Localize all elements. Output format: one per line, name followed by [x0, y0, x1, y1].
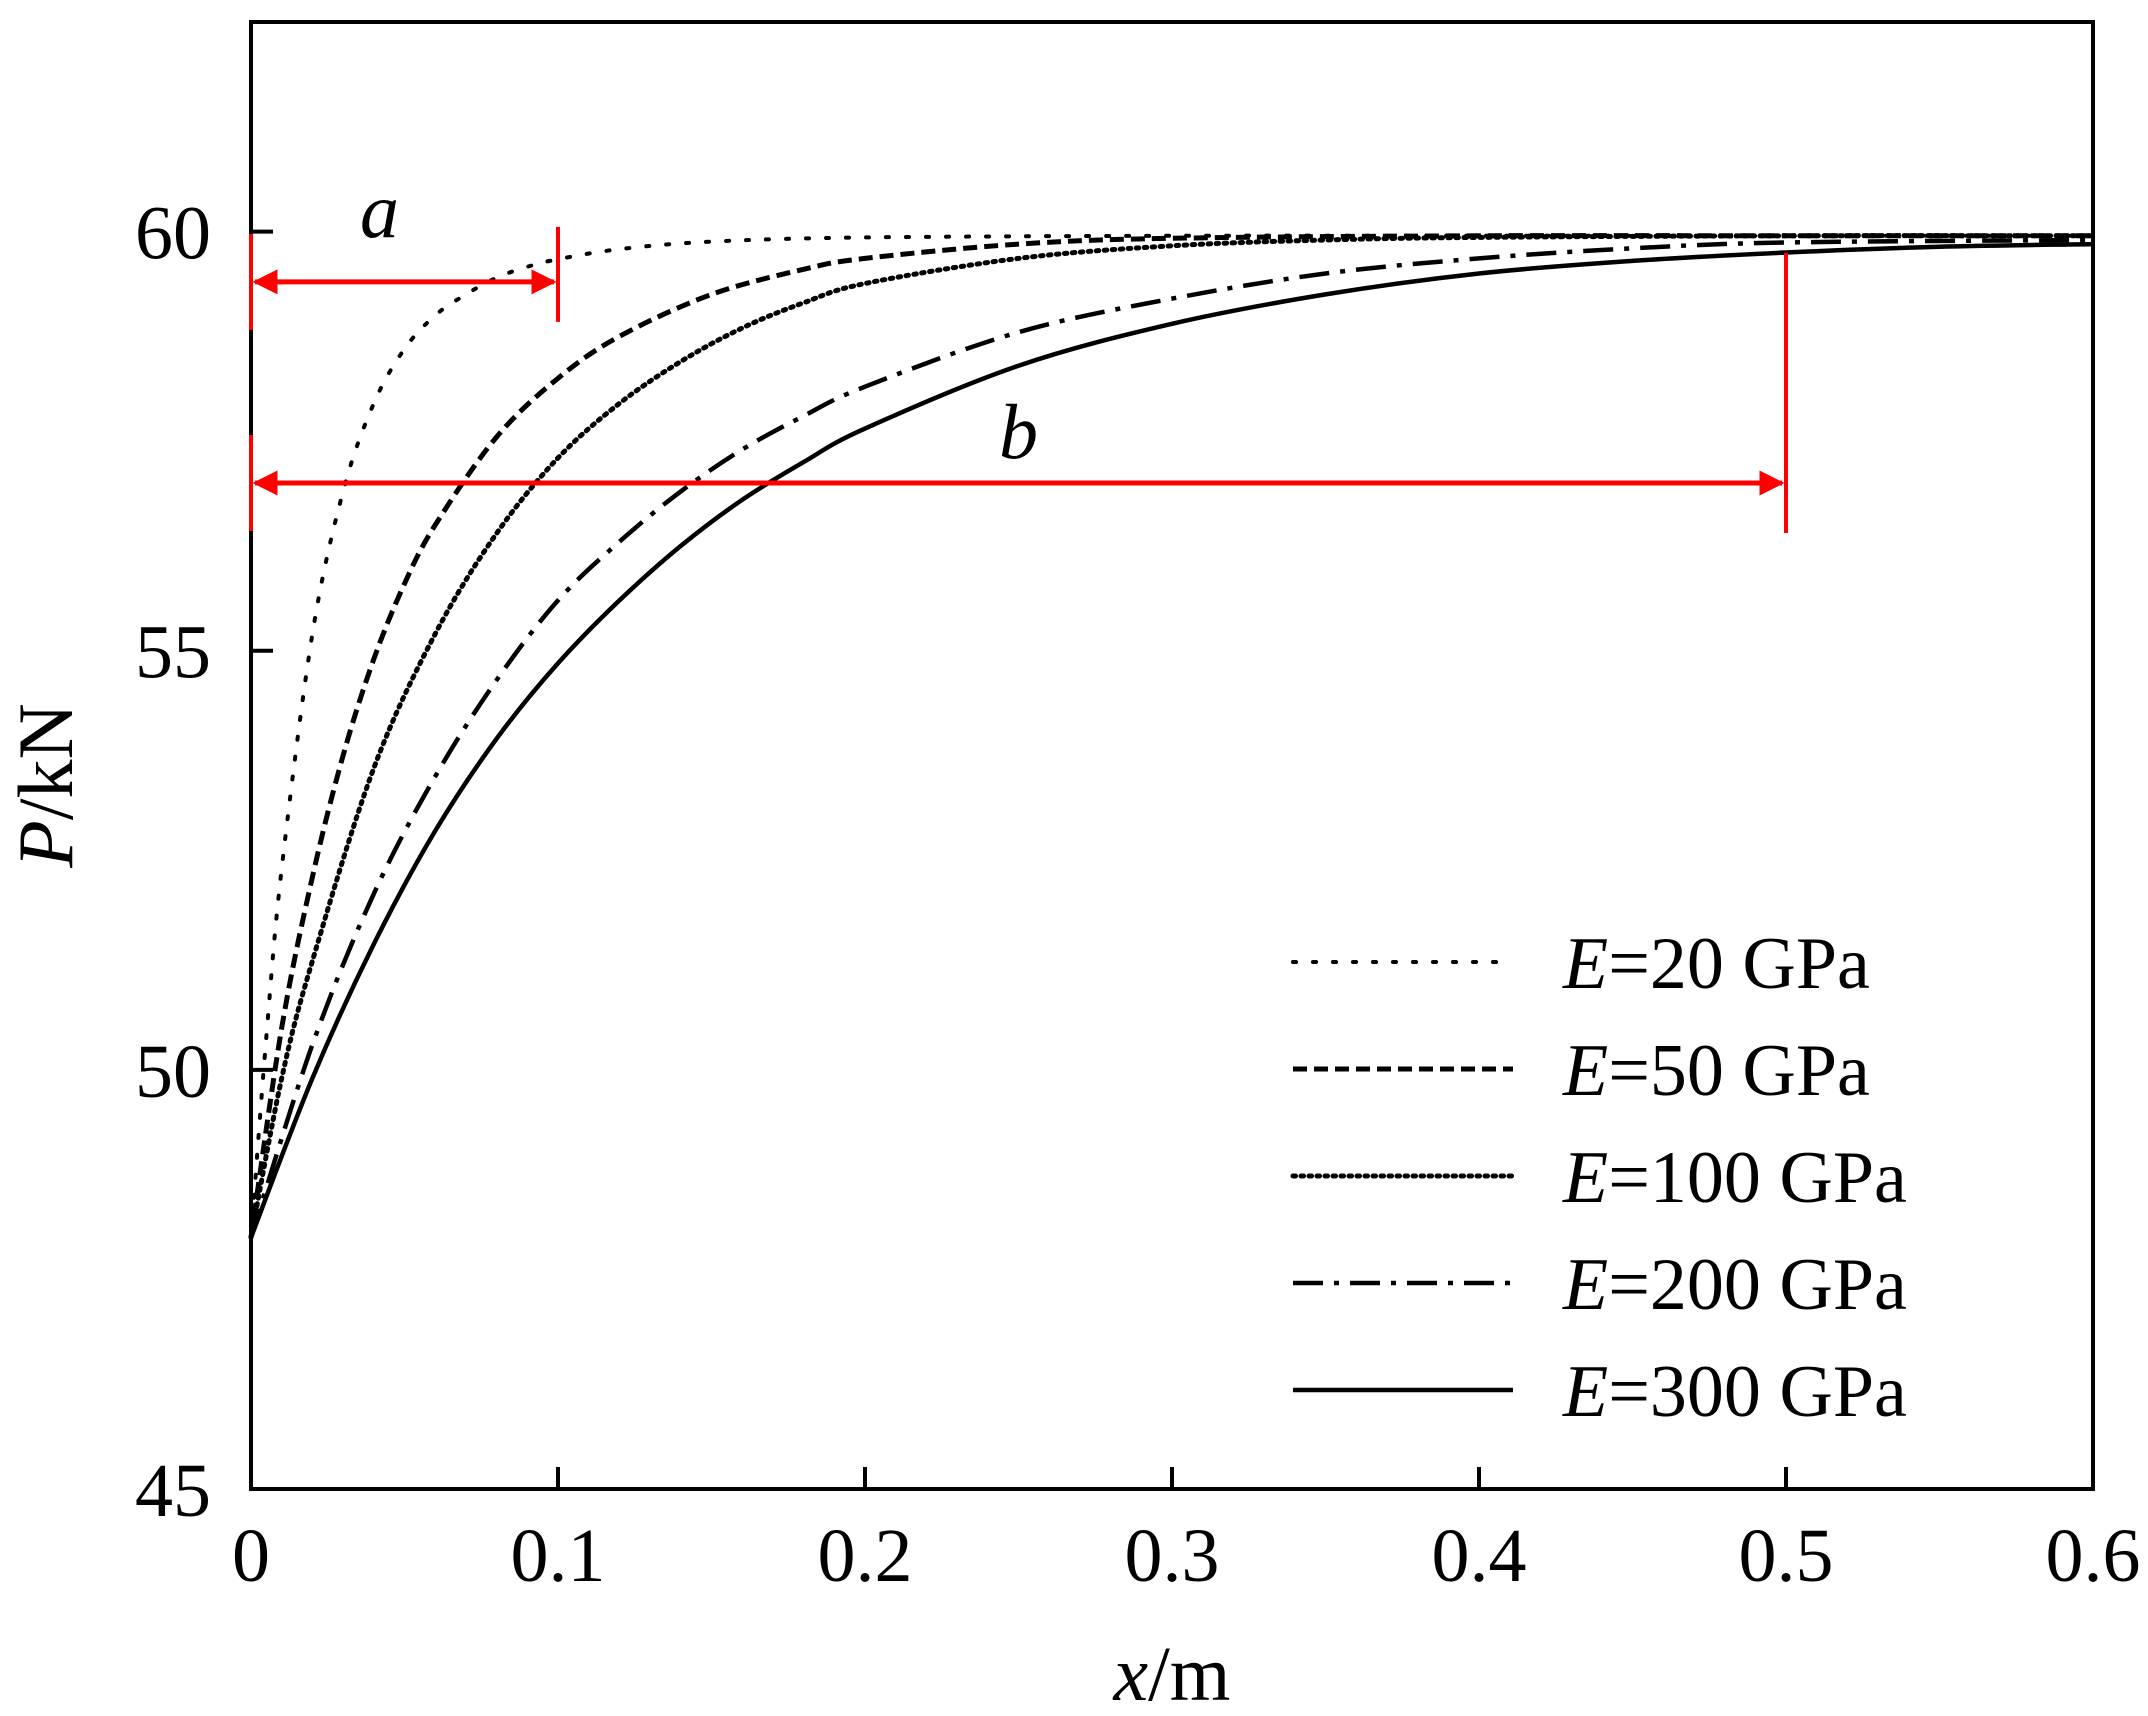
- legend-label-0: E=20 GPa: [1562, 923, 1870, 1005]
- legend-text-0: =20 GPa: [1608, 923, 1870, 1005]
- legend-label-2: E=100 GPa: [1562, 1137, 1907, 1219]
- y-axis-unit: /kN: [2, 703, 89, 820]
- x-tick-label-3: 0.3: [1125, 1514, 1220, 1598]
- y-axis-var: P: [2, 820, 89, 869]
- x-axis-title: x/m: [1113, 1630, 1231, 1716]
- legend-var-4: E: [1562, 1351, 1608, 1433]
- y-tick-label-2: 55: [135, 611, 211, 695]
- x-axis-unit: /m: [1148, 1630, 1230, 1716]
- x-tick-label-1: 0.1: [511, 1514, 606, 1598]
- annotation-label-b: b: [999, 388, 1038, 475]
- series-line-4: [248, 241, 2094, 1239]
- x-tick-label-4: 0.4: [1432, 1514, 1527, 1598]
- series-line-0: [249, 233, 2095, 1240]
- y-axis-title: P/kN: [2, 703, 89, 869]
- legend-var-0: E: [1562, 923, 1608, 1005]
- x-tick-label-5: 0.5: [1739, 1514, 1834, 1598]
- y-tick-label-1: 50: [135, 1030, 211, 1114]
- legend-label-4: E=300 GPa: [1562, 1351, 1907, 1433]
- legend-label-1: E=50 GPa: [1562, 1030, 1870, 1112]
- plot-layer: [248, 233, 2096, 1240]
- legend-text-2: =100 GPa: [1608, 1137, 1907, 1219]
- series-line-3: [248, 237, 2094, 1239]
- legend-text-3: =200 GPa: [1608, 1244, 1907, 1326]
- legend-var-1: E: [1562, 1030, 1608, 1112]
- legend-var-3: E: [1562, 1244, 1608, 1326]
- x-tick-label-0: 0: [232, 1514, 270, 1598]
- x-axis-var: x: [1113, 1630, 1149, 1716]
- y-tick-label-3: 60: [135, 192, 211, 276]
- ticks-layer: 0 0.1 0.2 0.3 0.4 0.5 0.6 45 50 55 60: [135, 192, 2141, 1598]
- legend-var-2: E: [1562, 1137, 1608, 1219]
- y-tick-label-0: 45: [135, 1449, 211, 1533]
- annotation-layer: ab: [249, 167, 1788, 534]
- legend-text-1: =50 GPa: [1608, 1030, 1870, 1112]
- x-tick-label-2: 0.2: [818, 1514, 913, 1598]
- x-tick-label-6: 0.6: [2046, 1514, 2141, 1598]
- series-line-2: [248, 233, 2096, 1240]
- legend-label-3: E=200 GPa: [1562, 1244, 1907, 1326]
- annotation-label-a: a: [360, 167, 399, 254]
- legend-text-4: =300 GPa: [1608, 1351, 1907, 1433]
